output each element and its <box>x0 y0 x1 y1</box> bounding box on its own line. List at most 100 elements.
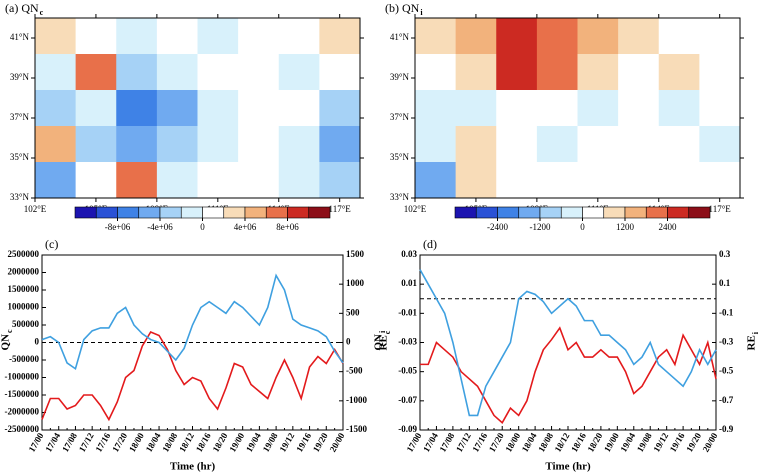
heat-cell <box>496 126 538 163</box>
colorbar-box <box>560 206 583 219</box>
heat-cell <box>35 162 77 199</box>
heat-cell <box>658 54 700 91</box>
x-tick-label: 19/04 <box>618 431 637 454</box>
plot-frame <box>419 254 717 431</box>
panel-title: (c) <box>45 237 58 251</box>
heat-cell <box>238 90 280 127</box>
heat-cell <box>319 18 361 55</box>
heat-cell <box>116 18 158 55</box>
heat-cell <box>577 54 619 91</box>
colorbar-box <box>287 206 310 219</box>
y-axis-label-subscript: c <box>5 329 14 333</box>
colorbar-box <box>244 206 267 219</box>
x-tick-label: 17/16 <box>93 431 112 454</box>
x-tick-label: 19/20 <box>684 431 703 454</box>
y2-axis-label-subscript: i <box>751 331 758 334</box>
y-tick-label: -2500000 <box>5 424 40 434</box>
heat-cell <box>455 18 497 55</box>
heat-cell <box>319 162 361 199</box>
heat-cell <box>116 90 158 127</box>
heat-cell <box>415 54 457 91</box>
y-tick-label: 0.01 <box>401 278 417 288</box>
heat-cell <box>35 18 77 55</box>
colorbar-label: 4e+06 <box>234 222 257 232</box>
x-tick-label: 18/20 <box>585 431 604 454</box>
x-tick-label: 18/20 <box>211 431 230 454</box>
x-tick-label: 17/00 <box>405 431 424 454</box>
colorbar-label: 1200 <box>616 222 635 232</box>
x-tick-label: 19/12 <box>277 431 296 454</box>
y-axis-label-group: REc <box>378 330 392 350</box>
heat-cell <box>197 162 239 199</box>
y-tick-label: 35°N <box>390 152 410 162</box>
y2-tick-label: -1000 <box>346 395 367 405</box>
y2-tick-label: -0.7 <box>719 395 734 405</box>
x-tick-label: 19/16 <box>668 431 687 454</box>
heat-cell <box>116 126 158 163</box>
y2-tick-label: 0.1 <box>719 278 731 288</box>
heat-cell <box>455 90 497 127</box>
y2-tick-label: -500 <box>346 366 363 376</box>
y-tick-label: 0 <box>35 337 40 347</box>
heat-cell <box>35 90 77 127</box>
y2-tick-label: 1500 <box>346 249 365 259</box>
x-tick-label: 19/00 <box>227 431 246 454</box>
map-frame <box>34 17 361 199</box>
x-tick-label: 18/16 <box>569 431 588 454</box>
heat-cell <box>319 126 361 163</box>
x-tick-label: 102°E <box>404 204 427 214</box>
heat-cell <box>618 126 660 163</box>
y-tick-label: 39°N <box>390 72 410 82</box>
x-tick-label: 18/00 <box>503 431 522 454</box>
heat-cell <box>156 162 198 199</box>
heat-cell <box>35 126 77 163</box>
x-axis-label: Time (hr) <box>170 461 216 473</box>
y-tick-label: 39°N <box>10 72 30 82</box>
y2-axis-label-group: REi <box>746 331 758 350</box>
heat-cell <box>699 18 741 55</box>
y-tick-label: -0.01 <box>398 307 417 317</box>
y2-tick-label: -0.3 <box>719 337 734 347</box>
colorbar-box <box>497 206 520 219</box>
colorbar-box <box>265 206 288 219</box>
heat-cell <box>75 54 117 91</box>
heat-cell <box>536 54 578 91</box>
x-tick-label: 102°E <box>24 204 47 214</box>
y-tick-label: -0.07 <box>398 395 417 405</box>
heat-cell <box>536 162 578 199</box>
colorbar-box <box>202 206 225 219</box>
heat-cell <box>455 162 497 199</box>
heat-cell <box>278 90 320 127</box>
x-tick-label: 18/08 <box>160 431 179 454</box>
heat-cell <box>197 54 239 91</box>
y-axis-label: RE <box>378 335 390 350</box>
y-tick-label: 1500000 <box>8 284 40 294</box>
data-line <box>41 330 344 422</box>
heat-cell <box>496 54 538 91</box>
heat-cell <box>278 126 320 163</box>
heat-cell <box>75 162 117 199</box>
x-tick-label: 117°E <box>329 204 352 214</box>
heat-cell <box>156 54 198 91</box>
map-title-subscript: i <box>420 8 423 17</box>
x-tick-label: 19/08 <box>635 431 654 454</box>
x-tick-label: 17/20 <box>487 431 506 454</box>
y2-tick-label: -0.9 <box>719 424 734 434</box>
colorbar-box <box>95 206 118 219</box>
x-tick-label: 19/20 <box>311 431 330 454</box>
x-tick-label: 18/12 <box>553 431 572 454</box>
y2-tick-label: -0.1 <box>719 307 734 317</box>
x-tick-label: 19/00 <box>602 431 621 454</box>
heat-cell <box>197 90 239 127</box>
heat-cell <box>156 126 198 163</box>
y-tick-label: 1000000 <box>8 302 40 312</box>
colorbar-label: -4e+06 <box>147 222 173 232</box>
heat-cell <box>415 90 457 127</box>
x-tick-label: 18/04 <box>520 431 539 454</box>
heat-cell <box>658 90 700 127</box>
heat-cell <box>415 162 457 199</box>
colorbar-box <box>582 206 605 219</box>
colorbar-box <box>688 206 711 219</box>
map-title: (b) QN <box>385 1 420 15</box>
